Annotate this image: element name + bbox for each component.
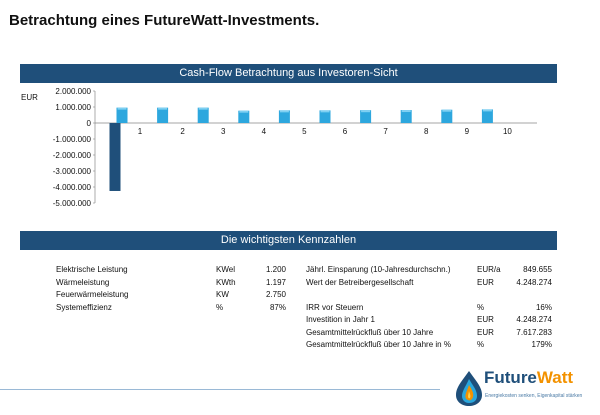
bar-highlight: [320, 110, 330, 113]
kennzahl-value: 1.197: [265, 277, 286, 287]
kennzahl-unit: %: [477, 302, 485, 312]
x-category-label: 5: [302, 127, 307, 136]
bar-year-6: [319, 110, 331, 123]
bar-year-2: [157, 107, 169, 123]
kennzahl-unit: EUR: [477, 315, 494, 324]
kennzahl-unit: KWth: [216, 277, 236, 287]
bar-year-3: [197, 107, 209, 123]
kennzahl-label: Investition in Jahr 1: [306, 315, 375, 324]
chart-section-header: Cash-Flow Betrachtung aus Investoren-Sic…: [20, 64, 557, 83]
kennzahl-value: 16%: [535, 302, 552, 312]
kennzahl-label: Gesamtmittelrückfluß über 10 Jahre: [306, 327, 434, 337]
x-category-label: 6: [343, 127, 348, 136]
y-tick-label: -3.000.000: [53, 167, 92, 176]
bar-highlight: [117, 107, 127, 110]
kennzahl-value: 1.200: [265, 265, 286, 274]
kennzahl-value: 87%: [269, 302, 286, 312]
bar-year-1: [116, 107, 128, 123]
page-title: Betrachtung eines FutureWatt-Investments…: [9, 12, 320, 29]
y-tick-label: 0: [87, 119, 92, 128]
x-category-label: 7: [383, 127, 388, 136]
flame-drop-icon: [456, 371, 482, 406]
kennzahlen-header: Die wichtigsten Kennzahlen: [20, 231, 557, 250]
kennzahl-unit: EUR/a: [477, 265, 501, 274]
x-category-label: 3: [221, 127, 226, 136]
bar-highlight: [361, 110, 371, 113]
futurewatt-logo: FutureWatt Energiekosten senken, Eigenka…: [452, 368, 597, 409]
y-tick-label: 2.000.000: [55, 87, 91, 96]
y-axis-unit-label: EUR: [21, 93, 38, 102]
kennzahl-unit: KW: [216, 290, 229, 299]
bar-highlight: [198, 107, 208, 110]
x-category-label: 2: [180, 127, 185, 136]
kennzahl-value: 4.248.274: [516, 277, 552, 287]
bar-highlight: [401, 110, 411, 113]
y-tick-label: -4.000.000: [53, 183, 92, 192]
x-category-label: 9: [465, 127, 470, 136]
y-tick-label: 1.000.000: [55, 103, 91, 112]
x-category-label: 8: [424, 127, 429, 136]
y-tick-label: -1.000.000: [53, 135, 92, 144]
kennzahl-unit: %: [477, 340, 485, 349]
footer-divider: [0, 389, 440, 390]
kennzahl-label: Gesamtmittelrückfluß über 10 Jahre in %: [306, 340, 451, 349]
bar-highlight: [442, 109, 452, 112]
kennzahl-unit: KWel: [216, 265, 235, 274]
bar-year-8: [400, 110, 412, 123]
bar-year-4: [238, 110, 250, 123]
x-category-label: 10: [503, 127, 512, 136]
kennzahl-value: 2.750: [265, 290, 286, 299]
bar-highlight: [279, 110, 289, 113]
kennzahl-value: 179%: [531, 340, 552, 349]
kennzahl-label: IRR vor Steuern: [306, 302, 364, 312]
x-category-label: 1: [138, 127, 143, 136]
kennzahl-value: 7.617.283: [516, 327, 552, 337]
cashflow-chart: 2.000.000 1.000.000 0 -1.000.000 -2.000.000 -…: [21, 87, 537, 208]
bar-investment: [109, 123, 121, 191]
bar-year-5: [278, 110, 290, 123]
x-category-label: 4: [262, 127, 267, 136]
bar-year-7: [360, 110, 372, 123]
kennzahl-unit: EUR: [477, 327, 494, 337]
bar-year-10: [481, 109, 493, 123]
kennzahl-unit: %: [216, 302, 224, 312]
logo-wordmark: FutureWatt: [484, 368, 574, 387]
kennzahl-label: Feuerwärmeleistung: [56, 290, 129, 299]
kennzahl-label: Jährl. Einsparung (10-Jahresdurchschn.): [306, 265, 451, 274]
y-tick-label: -5.000.000: [53, 199, 92, 208]
bar-highlight: [239, 110, 249, 113]
kennzahl-label: Wärmeleistung: [56, 277, 110, 287]
bar-highlight: [482, 109, 492, 112]
bar-year-9: [441, 109, 453, 123]
kennzahl-label: Wert der Betreibergesellschaft: [306, 277, 414, 287]
kennzahl-label: Elektrische Leistung: [56, 265, 128, 274]
kennzahl-unit: EUR: [477, 277, 494, 287]
y-tick-label: -2.000.000: [53, 151, 92, 160]
kennzahl-label: Systemeffizienz: [56, 302, 112, 312]
kennzahl-value: 4.248.274: [516, 315, 552, 324]
kennzahl-value: 849.655: [523, 265, 552, 274]
logo-tagline: Energiekosten senken, Eigenkapital stärk…: [485, 393, 583, 399]
bar-highlight: [158, 107, 168, 110]
